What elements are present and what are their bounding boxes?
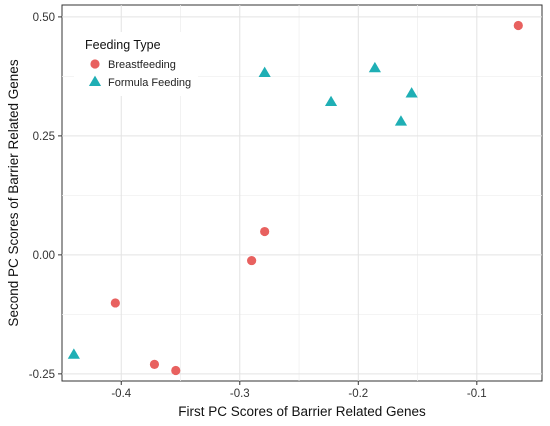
x-axis-title: First PC Scores of Barrier Related Genes: [178, 404, 426, 419]
legend-key-formula-feeding: [88, 75, 102, 86]
formula-feeding-point: [368, 61, 381, 73]
legend-title: Feeding Type: [85, 38, 161, 52]
y-tick-label: 0.00: [33, 250, 55, 262]
formula-feeding-point: [405, 87, 418, 98]
x-tick-label: -0.2: [348, 388, 368, 400]
breastfeeding-point: [513, 20, 523, 31]
x-tick-label: -0.3: [230, 388, 250, 400]
axis-ticks: -0.4 -0.3 -0.2 -0.1 -0.25 0.00 0.25 0.50: [29, 12, 487, 400]
y-axis-title: Second PC Scores of Barrier Related Gene…: [6, 59, 21, 326]
breastfeeding-point: [260, 226, 270, 237]
y-tick-label: 0.50: [33, 12, 55, 24]
formula-feeding-point: [394, 115, 408, 126]
breastfeeding-point: [171, 365, 181, 376]
y-tick-label: 0.25: [33, 131, 55, 143]
grid-lines: [62, 5, 542, 381]
breastfeeding-point: [149, 359, 160, 369]
breastfeeding-point: [247, 255, 257, 266]
legend-label-breastfeeding: Breastfeeding: [108, 59, 176, 71]
legend-key-breastfeeding: [90, 59, 100, 69]
formula-feeding-point: [258, 66, 271, 78]
formula-feeding-point: [67, 348, 80, 359]
legend: Feeding Type Breastfeeding Formula Feedin…: [74, 32, 198, 96]
formula-feeding-point: [324, 95, 338, 107]
legend-items: Breastfeeding Formula Feeding: [88, 59, 191, 89]
y-tick-label: -0.25: [29, 369, 55, 381]
x-tick-label: -0.4: [111, 388, 131, 400]
data-points: [67, 20, 523, 376]
legend-label-formula-feeding: Formula Feeding: [108, 77, 191, 89]
x-tick-label: -0.1: [467, 388, 487, 400]
breastfeeding-point: [110, 298, 120, 308]
